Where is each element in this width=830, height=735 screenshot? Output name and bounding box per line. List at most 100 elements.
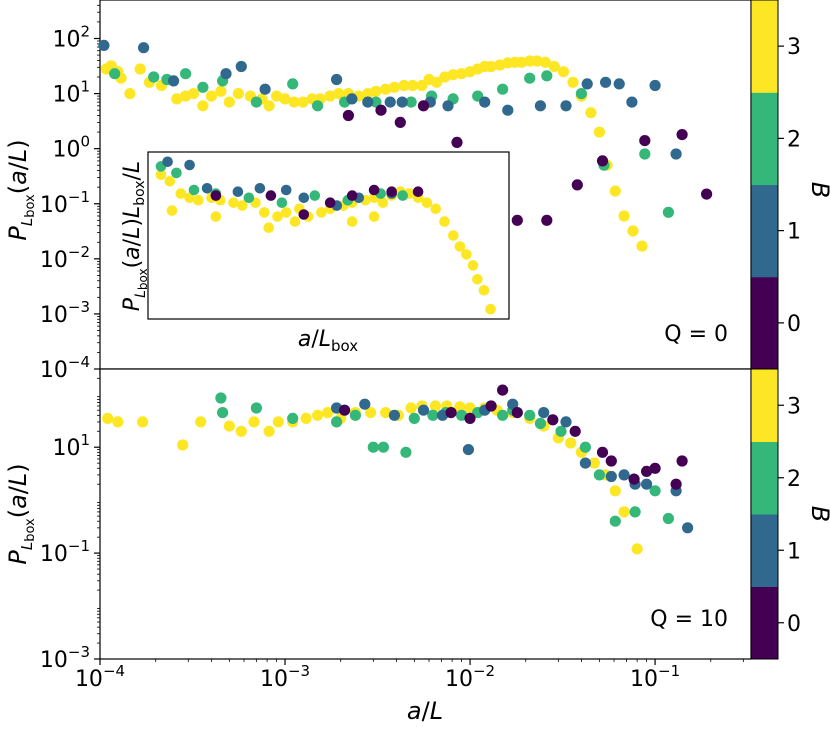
data-point-b3: [618, 210, 630, 222]
data-point-b2: [408, 412, 420, 424]
y-tick-label-base: 10: [40, 193, 68, 218]
colorbar-bottom-label: B: [806, 506, 830, 522]
data-point-b3: [205, 90, 217, 102]
data-point-b2: [534, 417, 547, 430]
data-point-b3: [557, 66, 570, 78]
data-point-b0: [639, 135, 651, 147]
data-point-b1: [168, 75, 180, 87]
data-point-b2: [497, 83, 509, 95]
y-tick-label-base: 10: [52, 83, 80, 108]
x-tick-label: 10−4: [75, 662, 125, 692]
inset-point-b3: [346, 216, 358, 227]
colorbar-top: 0 1 2 3: [750, 0, 801, 370]
data-point-b2: [497, 409, 509, 421]
inset-point-b1: [280, 184, 292, 196]
data-point-b2: [197, 81, 209, 93]
data-point-b0: [596, 446, 609, 458]
colorbar-segment: [751, 369, 778, 442]
data-point-b2: [400, 446, 412, 458]
data-point-b3: [322, 407, 334, 419]
data-point-b1: [670, 148, 682, 160]
y-tick-label-base: 10: [40, 648, 68, 673]
y-tick-label: 10−4: [40, 353, 90, 383]
data-point-b3: [288, 96, 300, 108]
data-point-b2: [575, 88, 588, 100]
colorbar-top-label: B: [806, 182, 830, 198]
x-tick-label-base: 10: [260, 667, 288, 692]
colorbar-bottom: 0 1 2 3: [750, 368, 801, 660]
x-tick-label-base: 10: [445, 667, 473, 692]
data-point-b2: [349, 409, 361, 421]
colorbar-frame: [750, 368, 779, 660]
y-tick-label-base: 10: [40, 358, 68, 383]
inset-x-label: a/Lbox: [298, 327, 358, 355]
x-tick-label: 10−1: [630, 662, 680, 692]
data-point-b0: [641, 465, 653, 477]
data-point-b0: [605, 455, 617, 467]
data-point-b2: [180, 68, 192, 80]
data-point-b1: [442, 100, 454, 112]
panel-q0-y-label: PLbox(a/L): [4, 139, 38, 240]
data-point-b2: [331, 416, 343, 428]
data-point-b2: [250, 402, 262, 414]
inset-point-b3: [272, 211, 283, 222]
panel-q10-points: [102, 384, 694, 555]
inset-point-b2: [171, 167, 182, 179]
x-axis-label: a/L: [407, 697, 443, 725]
panel-q10-frame: [99, 368, 752, 660]
x-tick-label: 10−3: [260, 662, 310, 692]
data-point-b1: [600, 76, 612, 88]
data-point-b3: [195, 416, 207, 428]
inset-point-b3: [164, 176, 176, 187]
data-point-b3: [588, 457, 601, 469]
data-point-b1: [618, 469, 630, 481]
x-tick-label-exponent: −2: [473, 662, 495, 680]
colorbar-tick-label: 0: [787, 612, 801, 637]
data-point-b1: [560, 416, 572, 428]
data-point-b1: [331, 73, 343, 86]
inset-point-b1: [232, 186, 244, 197]
data-point-b3: [431, 76, 443, 88]
data-point-b0: [571, 179, 583, 191]
data-point-b2: [524, 409, 536, 421]
y-tick-label: 101: [52, 431, 90, 461]
inset-point-b3: [237, 200, 248, 211]
data-point-b3: [232, 88, 244, 100]
data-point-b0: [676, 455, 688, 467]
data-point-b3: [388, 81, 400, 93]
data-point-b3: [531, 55, 543, 67]
inset-point-b3: [368, 211, 380, 222]
colorbar-segment: [751, 586, 778, 660]
inset-point-b3: [166, 205, 178, 216]
data-point-b3: [380, 407, 392, 419]
data-point-b3: [454, 401, 466, 413]
inset-point-b2: [397, 190, 409, 201]
data-point-b2: [579, 441, 592, 453]
inset: a/Lbox PLbox(a/L)Lbox/L: [120, 151, 510, 355]
inset-point-b3: [454, 241, 466, 252]
y-tick-label: 10−3: [40, 643, 90, 673]
inset-point-b3: [461, 249, 472, 260]
data-point-b1: [98, 39, 110, 52]
panel-q10-x-ticks: [99, 659, 744, 665]
colorbar-segment: [751, 276, 778, 370]
data-point-b3: [370, 85, 382, 97]
inset-point-b0: [324, 197, 336, 208]
data-point-b0: [342, 109, 354, 122]
inset-point-b0: [346, 190, 358, 201]
inset-point-b3: [485, 303, 496, 315]
inset-point-b3: [467, 260, 479, 271]
y-tick-label-base: 10: [40, 542, 68, 567]
y-tick-label-exponent: −4: [68, 353, 90, 371]
inset-point-b3: [430, 203, 442, 215]
colorbar-tick-label: 0: [787, 312, 801, 337]
inset-point-b3: [184, 192, 195, 204]
data-point-b3: [102, 412, 114, 424]
data-point-b0: [541, 214, 553, 226]
colorbar-segment: [751, 0, 778, 93]
data-point-b1: [138, 42, 150, 54]
inset-point-b2: [188, 184, 200, 196]
colorbar-segment: [751, 92, 778, 186]
